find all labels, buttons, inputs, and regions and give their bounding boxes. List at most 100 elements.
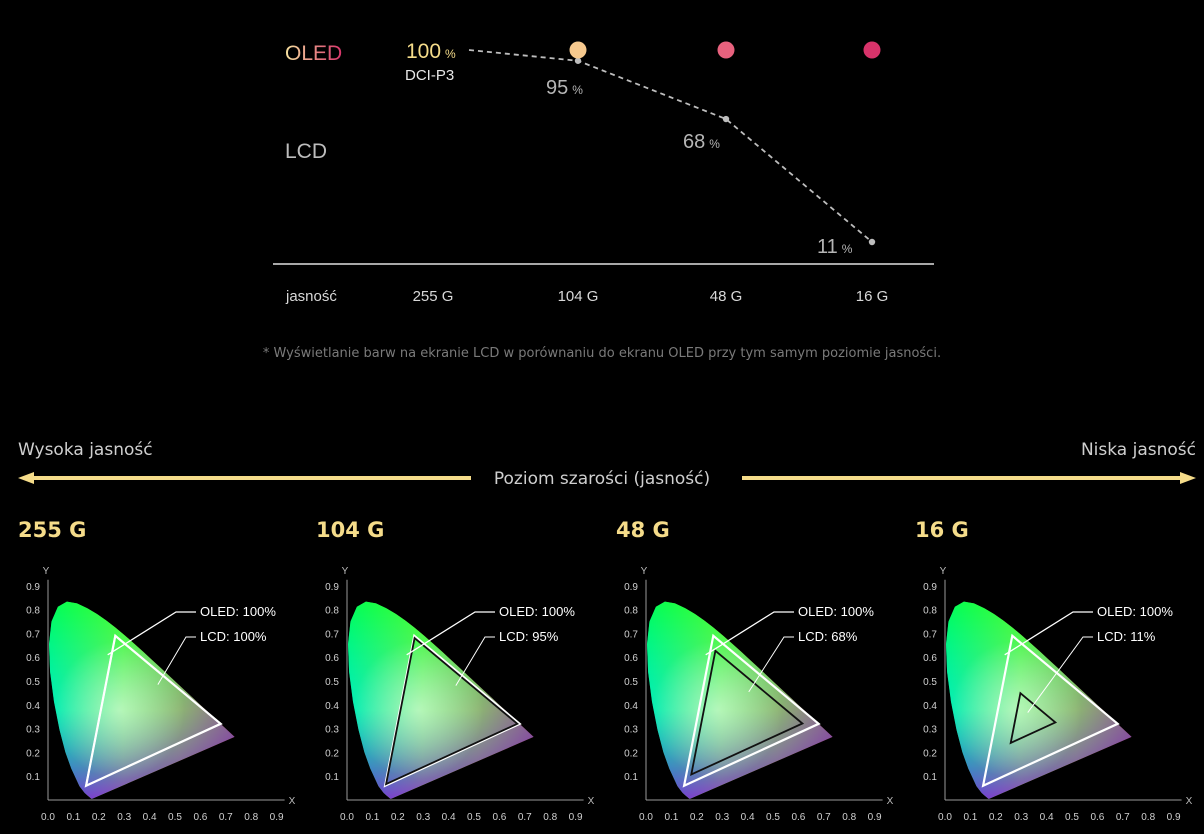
lcd-gamut-triangle xyxy=(84,634,223,788)
x-tick-label: 0.6 xyxy=(492,812,506,823)
oled-series-label: OLED xyxy=(285,42,342,65)
y-tick-label: 0.5 xyxy=(325,677,339,688)
y-tick-label: 0.8 xyxy=(26,606,40,617)
y-tick-label: 0.4 xyxy=(325,701,339,712)
brightness-axis-arrows xyxy=(18,472,1196,484)
x-tick-label: 0.7 xyxy=(817,812,831,823)
x-tick-label: 0.5 xyxy=(168,812,182,823)
y-axis-label: Y xyxy=(43,566,50,577)
low-brightness-label: Niska jasność xyxy=(1080,440,1196,460)
x-tick-label: 0.1 xyxy=(66,812,80,823)
value-label: 95% xyxy=(546,77,583,99)
y-tick-label: 0.2 xyxy=(26,748,40,759)
x-tick-label: 0.1 xyxy=(963,812,977,823)
y-tick-label: 0.2 xyxy=(923,748,937,759)
left-arrow-head xyxy=(18,472,34,484)
x-tick-label: 0.1 xyxy=(365,812,379,823)
value-label: 100% xyxy=(406,40,456,63)
lcd-gamut-triangle xyxy=(1009,691,1058,745)
value-label: 68% xyxy=(683,131,720,153)
y-tick-label: 0.5 xyxy=(26,677,40,688)
x-tick-label: 0.9 xyxy=(569,812,583,823)
panel-title-48g: 48 G xyxy=(616,518,670,542)
x-axis-label: X xyxy=(1186,796,1193,807)
x-tick-label: 48 G xyxy=(710,288,743,305)
panel-title-16g: 16 G xyxy=(915,518,969,542)
y-tick-label: 0.1 xyxy=(325,772,339,783)
x-tick-label: 0.5 xyxy=(1065,812,1079,823)
oled-gamut-triangle xyxy=(682,633,821,788)
x-tick-label: 0.8 xyxy=(244,812,258,823)
left-arrow-shaft xyxy=(28,476,471,480)
oled-gamut-triangle xyxy=(981,633,1120,788)
lcd-series-label: LCD xyxy=(285,140,327,163)
y-tick-label: 0.4 xyxy=(26,701,40,712)
y-tick-label: 0.2 xyxy=(624,748,638,759)
x-tick-label: 0.8 xyxy=(543,812,557,823)
x-tick-label: 0.4 xyxy=(1040,812,1054,823)
lcd-gamut-triangle xyxy=(384,636,520,786)
cie-gamut-chart: Y X 0.1 0.2 0.3 0.4 0.5 0.6 0.7 0.8 0.9 0.0 0.1 0.2 0.… xyxy=(624,566,894,823)
y-tick-label: 0.4 xyxy=(923,701,937,712)
lcd-coverage-label: LCD: 95% xyxy=(499,629,559,644)
x-tick-label: 0.2 xyxy=(989,812,1003,823)
y-tick-label: 0.4 xyxy=(624,701,638,712)
y-tick-label: 0.5 xyxy=(624,677,638,688)
panel-title-255g: 255 G xyxy=(18,518,87,542)
y-tick-label: 0.1 xyxy=(26,772,40,783)
lcd-coverage-label: LCD: 68% xyxy=(798,629,858,644)
white-point-glow xyxy=(49,601,235,799)
x-tick-label: 0.5 xyxy=(766,812,780,823)
footnote-caption: * Wyświetlanie barw na ekranie LCD w por… xyxy=(262,346,942,361)
lcd-series-line xyxy=(468,49,873,243)
y-tick-label: 0.7 xyxy=(624,629,638,640)
x-tick-label: 0.7 xyxy=(219,812,233,823)
x-tick-label: 0.4 xyxy=(143,812,157,823)
y-tick-label: 0.8 xyxy=(923,606,937,617)
cie-gamut-chart: Y X 0.1 0.2 0.3 0.4 0.5 0.6 0.7 0.8 0.9 0.0 0.1 0.2 0.… xyxy=(923,566,1193,823)
x-tick-label: 0.7 xyxy=(518,812,532,823)
x-tick-label: 0.2 xyxy=(92,812,106,823)
oled-data-point xyxy=(569,41,587,59)
y-axis-label: Y xyxy=(641,566,648,577)
y-tick-label: 0.3 xyxy=(26,725,40,736)
y-tick-label: 0.3 xyxy=(624,725,638,736)
x-tick-label: 0.9 xyxy=(1167,812,1181,823)
x-tick-label: 0.3 xyxy=(1014,812,1028,823)
y-tick-label: 0.2 xyxy=(325,748,339,759)
y-axis-label: Y xyxy=(940,566,947,577)
oled-coverage-label: OLED: 100% xyxy=(798,604,874,619)
y-tick-label: 0.7 xyxy=(923,629,937,640)
gray-level-axis-title: Poziom szarości (jasność) xyxy=(493,469,711,489)
x-tick-label: 0.5 xyxy=(467,812,481,823)
oled-coverage-label: OLED: 100% xyxy=(499,604,575,619)
lcd-leader-line xyxy=(1027,636,1093,713)
lcd-leader-line xyxy=(157,636,196,685)
x-tick-label: 0.2 xyxy=(690,812,704,823)
y-tick-label: 0.8 xyxy=(624,606,638,617)
white-point-glow xyxy=(348,601,534,799)
y-tick-label: 0.6 xyxy=(26,653,40,664)
lcd-coverage-label: LCD: 11% xyxy=(1097,629,1156,644)
y-tick-label: 0.1 xyxy=(923,772,937,783)
cie-gamut-chart: Y X 0.1 0.2 0.3 0.4 0.5 0.6 0.7 0.8 0.9 0.0 0.1 0.2 0.… xyxy=(26,566,296,823)
x-tick-label: 0.8 xyxy=(842,812,856,823)
y-tick-label: 0.6 xyxy=(624,653,638,664)
y-tick-label: 0.3 xyxy=(325,725,339,736)
x-axis-label: X xyxy=(887,796,894,807)
x-axis-label: X xyxy=(289,796,296,807)
lcd-data-point xyxy=(868,238,876,246)
y-tick-label: 0.6 xyxy=(325,653,339,664)
brightness-gamut-line-chart: OLED LCD DCI-P3 jasność 255 G 104 G 48 G 16 … xyxy=(273,40,934,305)
lcd-data-point xyxy=(722,115,730,123)
value-label: 11% xyxy=(817,236,853,258)
dci-p3-label: DCI-P3 xyxy=(405,67,454,84)
x-tick-label: 0.8 xyxy=(1141,812,1155,823)
y-tick-label: 0.9 xyxy=(26,582,40,593)
oled-data-point xyxy=(863,41,881,59)
x-tick-label: 0.0 xyxy=(340,812,354,823)
lcd-leader-line xyxy=(748,636,794,693)
y-tick-label: 0.8 xyxy=(325,606,339,617)
x-tick-label: 255 G xyxy=(413,288,454,305)
x-axis-label: X xyxy=(588,796,595,807)
